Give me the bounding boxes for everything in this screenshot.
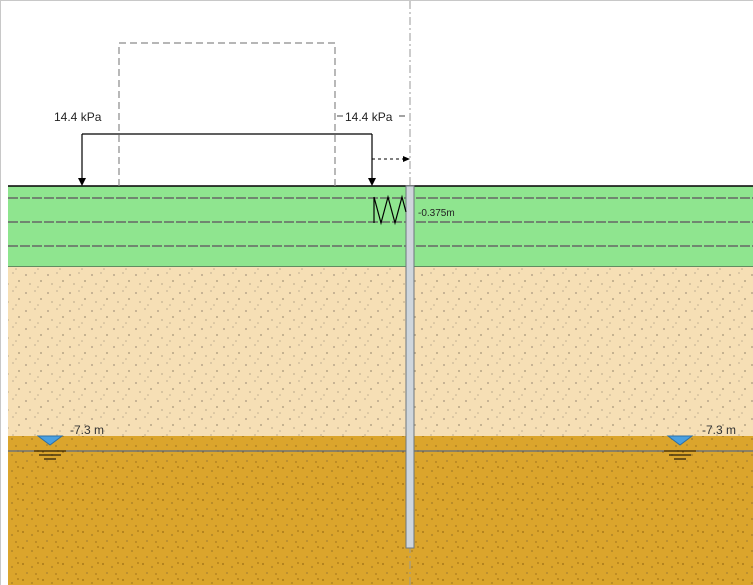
strip-load-outline: [118, 42, 336, 186]
spring-anchor-icon[interactable]: [373, 194, 407, 226]
load-arrow-heads: [78, 178, 376, 186]
water-table-triangle-icon: [34, 435, 66, 460]
horizontal-load-arrow: [372, 156, 410, 162]
sheet-pile-wall[interactable]: [405, 185, 415, 549]
strip-load-bracket[interactable]: [81, 133, 373, 184]
anchor-depth-label: -0.375m: [418, 208, 455, 219]
load-label-left: 14.4 kPa: [54, 110, 102, 124]
water-table-label-left: -7.3 m: [70, 423, 104, 437]
sand-texture: [8, 267, 753, 436]
water-table-triangle-icon: [664, 435, 696, 460]
clay-layer[interactable]: [8, 186, 753, 267]
gravel-texture: [8, 436, 753, 585]
load-label-right: 14.4 kPa: [345, 110, 393, 124]
water-table-label-right: -7.3 m: [702, 423, 736, 437]
